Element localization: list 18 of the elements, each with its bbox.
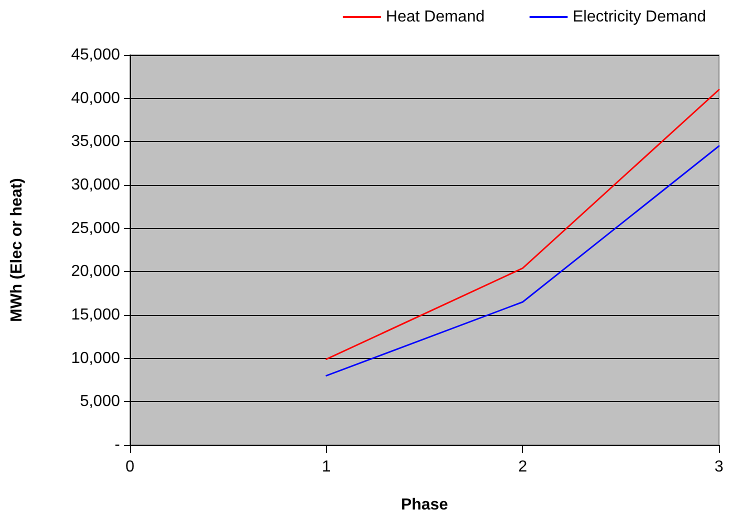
x-tick-label: 2	[518, 458, 528, 476]
y-tick-label: 20,000	[71, 263, 120, 280]
y-tick-label: 25,000	[71, 220, 120, 237]
y-tick-label: 45,000	[71, 46, 120, 64]
y-tick-label: 40,000	[71, 90, 120, 107]
y-tick-label: 5,000	[80, 393, 120, 410]
y-tick-label: 35,000	[71, 133, 120, 150]
y-tick-label: 30,000	[71, 176, 120, 194]
x-axis-title: Phase	[400, 496, 448, 514]
y-tick-label: 15,000	[71, 306, 120, 324]
x-tick-label: 0	[126, 458, 135, 476]
x-tick-label: 1	[322, 458, 331, 476]
x-tick-label: 3	[714, 458, 724, 476]
y-tick-label: -	[114, 436, 120, 454]
legend-label: Heat Demand	[386, 8, 485, 26]
legend-label: Electricity Demand	[572, 8, 706, 26]
y-axis-title: MWh (Elec or heat)	[8, 178, 26, 322]
y-tick-label: 10,000	[71, 350, 120, 367]
